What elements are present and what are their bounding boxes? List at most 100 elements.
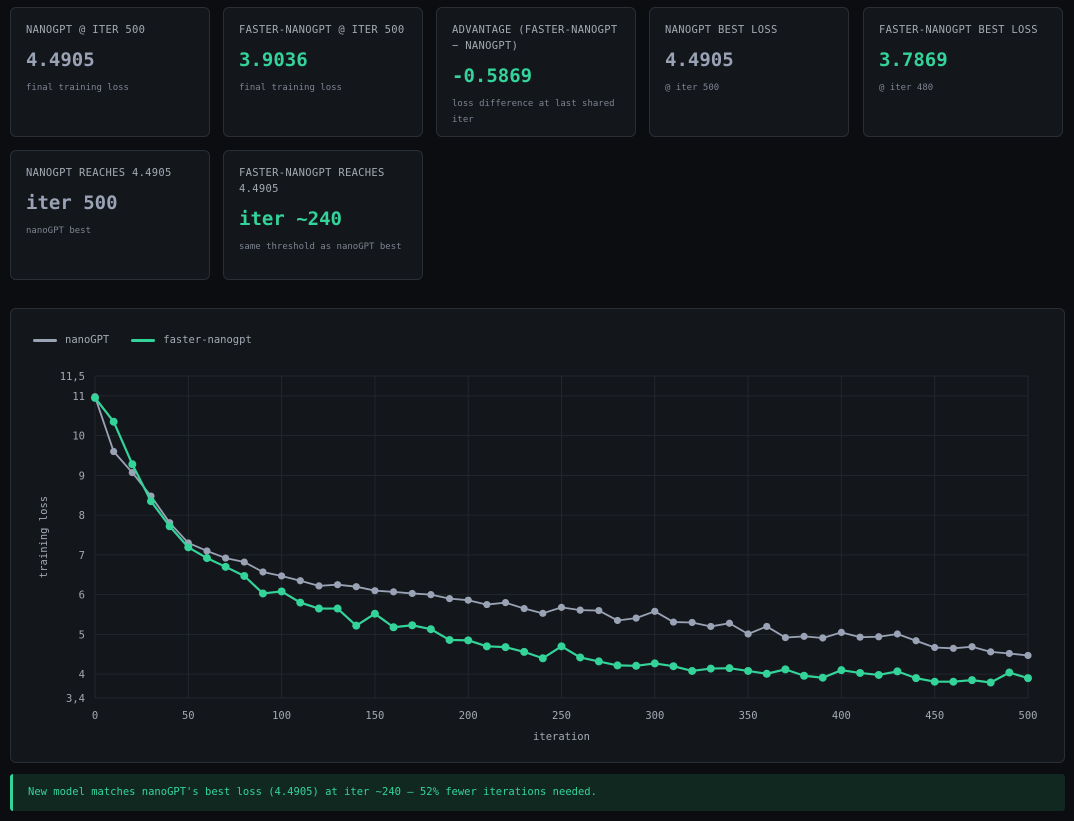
x-tick-label: 300 [645,710,664,722]
y-tick-label: 11 [72,391,85,403]
data-point-faster-nanogpt [594,657,603,666]
y-tick-label: 7 [79,550,85,562]
data-point-nanogpt [315,582,323,590]
data-point-faster-nanogpt [912,674,921,683]
data-point-nanogpt [744,630,752,638]
y-tick-label: 4 [79,669,85,681]
data-point-nanogpt [501,598,510,607]
y-tick-label: 11,5 [60,371,85,383]
data-point-nanogpt [800,632,808,640]
data-point-faster-nanogpt [202,554,211,563]
stat-card-label: NANOGPT @ ITER 500 [26,24,146,36]
x-tick-label: 0 [92,710,98,722]
stat-card-subtitle: @ iter 480 [879,83,934,93]
data-point-nanogpt [613,616,622,625]
data-point-nanogpt [203,547,211,555]
data-point-faster-nanogpt [1005,668,1014,677]
data-point-nanogpt [1005,649,1013,658]
data-point-faster-nanogpt [128,460,137,469]
stat-card-value: 3.7869 [879,49,948,71]
stat-card-subtitle: same threshold as nanoGPT best [239,242,402,252]
summary-banner: New model matches nanoGPT's best loss (4… [10,774,1065,811]
legend-item-faster-nanogpt[interactable]: faster-nanogpt [131,334,252,346]
stat-card-subtitle: final training loss [239,83,342,93]
data-point-faster-nanogpt [538,654,547,663]
stat-card: ADVANTAGE (FASTER-NANOGPT − NANOGPT) -0.5… [436,7,636,137]
x-tick-label: 500 [1019,710,1038,722]
data-point-nanogpt [1024,651,1032,660]
x-tick-label: 150 [365,710,384,722]
y-tick-label: 6 [79,590,85,602]
data-point-faster-nanogpt [856,668,865,677]
stat-card-label: FASTER-NANOGPT @ ITER 500 [239,24,405,36]
x-tick-label: 200 [459,710,478,722]
data-point-faster-nanogpt [277,587,286,596]
y-tick-label: 5 [79,629,85,641]
legend-swatch-faster-nanogpt [131,338,156,342]
data-point-nanogpt [352,583,360,591]
data-point-nanogpt [893,630,901,638]
y-axis-label: training loss [38,496,50,578]
data-point-nanogpt [259,568,267,576]
data-point-nanogpt [427,591,435,599]
data-point-nanogpt [837,628,846,637]
data-point-faster-nanogpt [426,625,435,634]
data-point-faster-nanogpt [1024,674,1032,683]
data-point-nanogpt [912,637,920,645]
data-point-nanogpt [557,603,566,611]
stat-card-subtitle: final training loss [26,83,129,93]
y-tick-label: 3,4 [66,693,85,705]
legend-label-faster-nanogpt: faster-nanogpt [163,334,252,346]
data-point-faster-nanogpt [557,642,566,651]
data-point-faster-nanogpt [800,671,809,680]
data-point-faster-nanogpt [184,543,193,552]
stat-card: FASTER-NANOGPT @ ITER 500 3.9036 final tra… [223,7,423,137]
stat-card-label: NANOGPT REACHES 4.4905 [26,167,172,179]
stat-card-value: 3.9036 [239,49,308,71]
data-point-nanogpt [763,622,771,631]
data-point-faster-nanogpt [314,604,323,613]
stat-card-subtitle: @ iter 500 [665,83,720,93]
chart-panel: nanoGPT faster-nanogpt 0 50 100 150 200 250 30… [10,308,1065,763]
stat-card: NANOGPT REACHES 4.4905 iter 500 nanoGPT be… [10,150,210,280]
data-point-faster-nanogpt [986,678,995,687]
data-point-nanogpt [856,633,864,641]
data-point-faster-nanogpt [930,677,939,686]
data-point-faster-nanogpt [818,673,827,682]
data-point-faster-nanogpt [706,664,715,673]
stat-card-label: FASTER-NANOGPT REACHES 4.4905 [239,167,385,195]
data-point-faster-nanogpt [837,666,846,675]
x-tick-label: 350 [739,710,758,722]
data-point-nanogpt [296,577,304,585]
data-point-faster-nanogpt [781,665,790,674]
data-point-nanogpt [781,633,790,642]
data-point-faster-nanogpt [725,664,734,673]
data-point-faster-nanogpt [333,604,342,613]
stat-card-value: iter ~240 [239,208,342,230]
data-point-faster-nanogpt [632,661,641,670]
stat-card: FASTER-NANOGPT REACHES 4.4905 iter ~240 sa… [223,150,423,280]
data-point-nanogpt [408,589,416,598]
data-point-nanogpt [520,604,528,613]
data-point-faster-nanogpt [576,653,585,662]
x-tick-label: 450 [925,710,944,722]
legend-item-nanogpt[interactable]: nanoGPT [33,334,109,346]
legend-label-nanogpt: nanoGPT [65,334,110,346]
stat-card-value: 4.4905 [26,49,95,71]
data-point-nanogpt [931,643,939,652]
data-point-nanogpt [371,587,379,595]
data-point-faster-nanogpt [240,571,249,580]
data-point-nanogpt [222,554,230,562]
data-point-faster-nanogpt [744,666,753,675]
data-point-nanogpt [576,606,584,614]
legend-swatch-nanogpt [33,338,57,342]
stat-card-value: iter 500 [26,192,118,214]
loss-chart: 0 50 100 150 200 250 300 350 400 450 500 3,4 4 5 6 7 8 9 1… [38,371,1038,743]
data-point-faster-nanogpt [464,636,473,645]
data-point-nanogpt [875,633,883,641]
data-point-faster-nanogpt [91,393,99,402]
stat-card-label: NANOGPT BEST LOSS [665,24,778,36]
data-point-nanogpt [595,606,603,615]
data-point-faster-nanogpt [370,609,379,618]
stat-card: NANOGPT @ ITER 500 4.4905 final training l… [10,7,210,137]
